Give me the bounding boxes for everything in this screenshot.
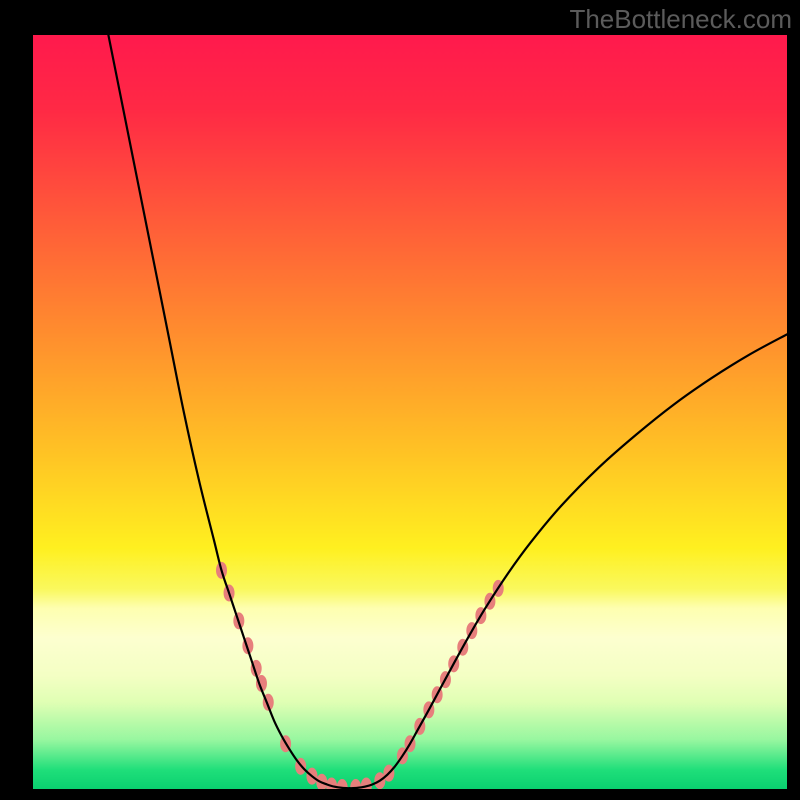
curve-overlay (33, 35, 787, 789)
curve-right (350, 334, 787, 788)
chart-frame (33, 35, 787, 789)
curve-left (108, 35, 349, 788)
watermark-text: TheBottleneck.com (569, 4, 792, 35)
